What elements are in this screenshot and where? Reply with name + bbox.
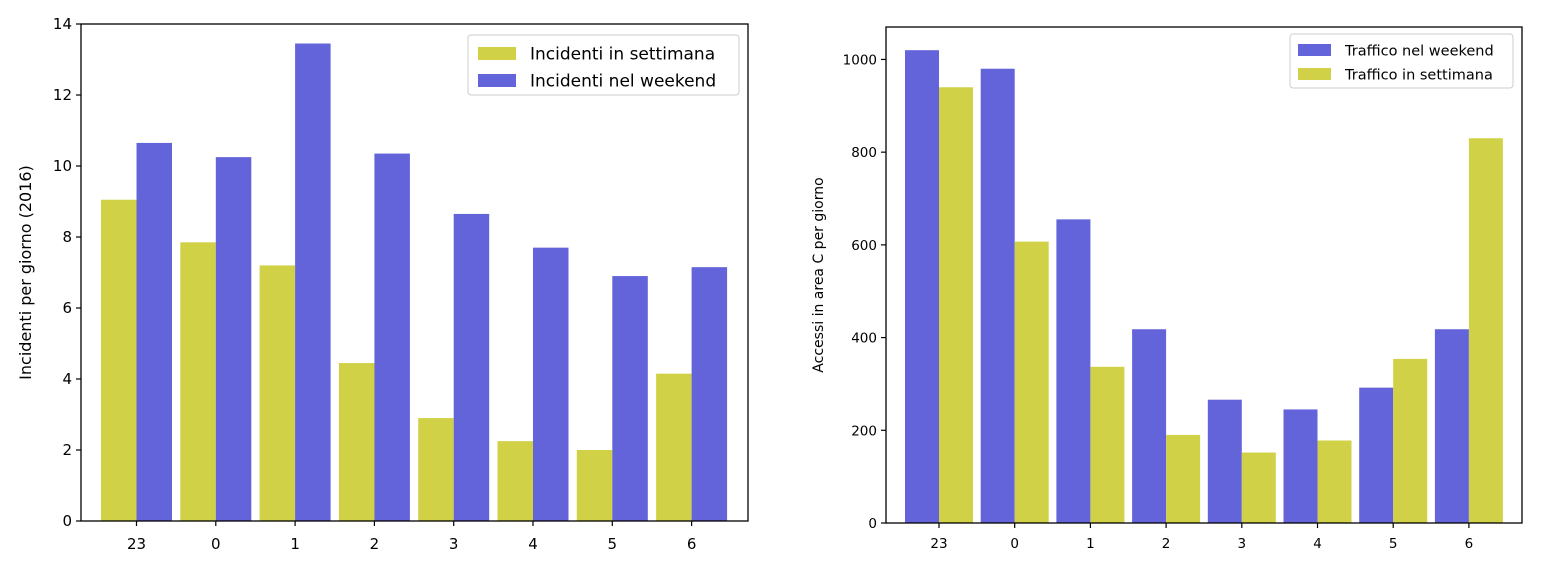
traffico-ytick-label-400: 400 <box>851 331 877 347</box>
incidenti-xtick-label-23: 23 <box>127 535 146 553</box>
incidenti-xtick-label-5: 5 <box>608 535 618 553</box>
incidenti-y-axis-label: Incidenti per giorno (2016) <box>16 165 35 380</box>
bar-incidenti-in-settimana-3 <box>418 418 454 521</box>
bar-traffico-nel-weekend-2 <box>1132 329 1167 523</box>
bar-traffico-in-settimana-3 <box>1241 452 1276 523</box>
bar-incidenti-nel-weekend-0 <box>215 157 252 521</box>
bar-incidenti-in-settimana-4 <box>497 441 533 521</box>
legend-swatch-traffico-in-settimana <box>1298 68 1331 80</box>
incidenti-ytick-label-0: 0 <box>62 512 72 530</box>
traffico-xtick-label-5: 5 <box>1389 536 1398 552</box>
incidenti-xtick-label-1: 1 <box>290 535 300 553</box>
legend-swatch-incidenti-in-settimana <box>478 47 516 60</box>
incidenti-ytick-label-6: 6 <box>62 299 72 317</box>
legend-label-incidenti-nel-weekend: Incidenti nel weekend <box>530 72 716 92</box>
bar-incidenti-nel-weekend-1 <box>295 43 331 522</box>
bar-incidenti-in-settimana-5 <box>576 450 613 521</box>
bar-incidenti-nel-weekend-5 <box>612 276 648 521</box>
legend-swatch-incidenti-nel-weekend <box>478 74 516 87</box>
traffico-ytick-label-0: 0 <box>868 516 877 532</box>
bar-traffico-nel-weekend-1 <box>1056 219 1091 523</box>
incidenti-legend: Incidenti in settimana Incidenti nel week… <box>467 34 740 96</box>
bar-traffico-nel-weekend-6 <box>1434 329 1469 523</box>
bar-incidenti-in-settimana-2 <box>338 363 375 521</box>
bar-traffico-nel-weekend-4 <box>1283 409 1318 523</box>
bar-incidenti-in-settimana-23 <box>101 199 137 521</box>
bar-traffico-in-settimana-1 <box>1090 366 1125 523</box>
bar-traffico-in-settimana-0 <box>1014 241 1049 523</box>
traffico-legend-box <box>1289 33 1514 89</box>
traffico-xtick-label-0: 0 <box>1010 536 1019 552</box>
incidenti-xtick-label-2: 2 <box>370 535 380 553</box>
traffico-xtick-label-1: 1 <box>1086 536 1095 552</box>
bar-incidenti-in-settimana-0 <box>180 242 216 521</box>
traffico-y-axis-label: Accessi in area C per giorno <box>811 177 827 372</box>
bar-traffico-in-settimana-5 <box>1393 358 1428 523</box>
bar-traffico-in-settimana-6 <box>1468 138 1503 524</box>
traffico-ytick-label-200: 200 <box>851 423 877 439</box>
bar-incidenti-nel-weekend-6 <box>691 267 728 521</box>
legend-swatch-traffico-nel-weekend <box>1298 44 1331 56</box>
incidenti-axes-frame <box>80 23 749 522</box>
bar-traffico-in-settimana-23 <box>939 87 973 523</box>
bar-traffico-nel-weekend-23 <box>905 50 939 523</box>
legend-label-traffico-nel-weekend: Traffico nel weekend <box>1344 44 1494 60</box>
bar-incidenti-nel-weekend-2 <box>374 153 410 521</box>
bar-traffico-nel-weekend-3 <box>1207 399 1242 523</box>
traffico-xtick-label-2: 2 <box>1162 536 1171 552</box>
incidenti-ytick-label-2: 2 <box>62 441 72 459</box>
incidenti-xtick-label-0: 0 <box>211 535 221 553</box>
traffico-xtick-label-4: 4 <box>1313 536 1322 552</box>
incidenti-ytick-label-12: 12 <box>53 86 72 104</box>
incidenti-legend-box <box>467 34 740 96</box>
bar-traffico-in-settimana-4 <box>1317 440 1352 523</box>
traffico-legend: Traffico nel weekend Traffico in settiman… <box>1289 33 1514 89</box>
traffico-xtick-label-3: 3 <box>1238 536 1247 552</box>
incidenti-ytick-label-4: 4 <box>62 370 72 388</box>
traffico-xtick-label-6: 6 <box>1465 536 1474 552</box>
traffico-ytick-label-600: 600 <box>851 238 877 254</box>
bar-incidenti-nel-weekend-3 <box>453 213 490 522</box>
bar-traffico-nel-weekend-0 <box>980 68 1015 523</box>
legend-label-traffico-in-settimana: Traffico in settimana <box>1344 68 1493 84</box>
traffico-ytick-label-1000: 1000 <box>843 52 877 68</box>
traffico-ytick-label-800: 800 <box>851 145 877 161</box>
incidenti-xtick-label-6: 6 <box>687 535 697 553</box>
bar-incidenti-nel-weekend-23 <box>136 142 172 522</box>
incidenti-ytick-label-8: 8 <box>62 228 72 246</box>
incidenti-ytick-label-14: 14 <box>53 15 72 33</box>
legend-label-incidenti-in-settimana: Incidenti in settimana <box>530 45 715 65</box>
bar-traffico-in-settimana-2 <box>1166 434 1201 523</box>
traffico-xtick-label-23: 23 <box>930 536 947 552</box>
bar-incidenti-in-settimana-1 <box>259 265 296 521</box>
incidenti-xtick-label-3: 3 <box>449 535 459 553</box>
traffico-axes-frame <box>885 26 1523 524</box>
bar-incidenti-in-settimana-6 <box>656 373 692 521</box>
bar-incidenti-nel-weekend-4 <box>533 247 569 521</box>
incidenti-xtick-label-4: 4 <box>528 535 538 553</box>
incidenti-ytick-label-10: 10 <box>53 157 72 175</box>
bar-traffico-nel-weekend-5 <box>1359 387 1394 523</box>
